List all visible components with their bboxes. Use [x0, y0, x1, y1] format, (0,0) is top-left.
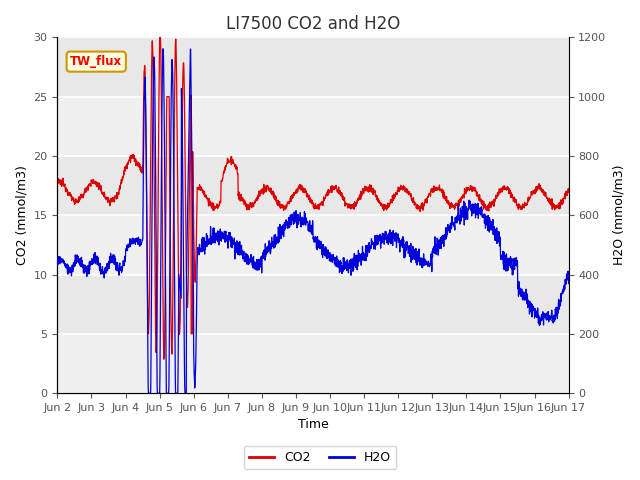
X-axis label: Time: Time	[298, 419, 328, 432]
Bar	[58, 334, 568, 393]
Legend: CO2, H2O: CO2, H2O	[244, 446, 396, 469]
Text: TW_flux: TW_flux	[70, 55, 122, 68]
Bar	[58, 96, 568, 156]
Title: LI7500 CO2 and H2O: LI7500 CO2 and H2O	[226, 15, 400, 33]
Y-axis label: CO2 (mmol/m3): CO2 (mmol/m3)	[15, 165, 28, 265]
Y-axis label: H2O (mmol/m3): H2O (mmol/m3)	[612, 165, 625, 265]
Bar	[58, 215, 568, 275]
